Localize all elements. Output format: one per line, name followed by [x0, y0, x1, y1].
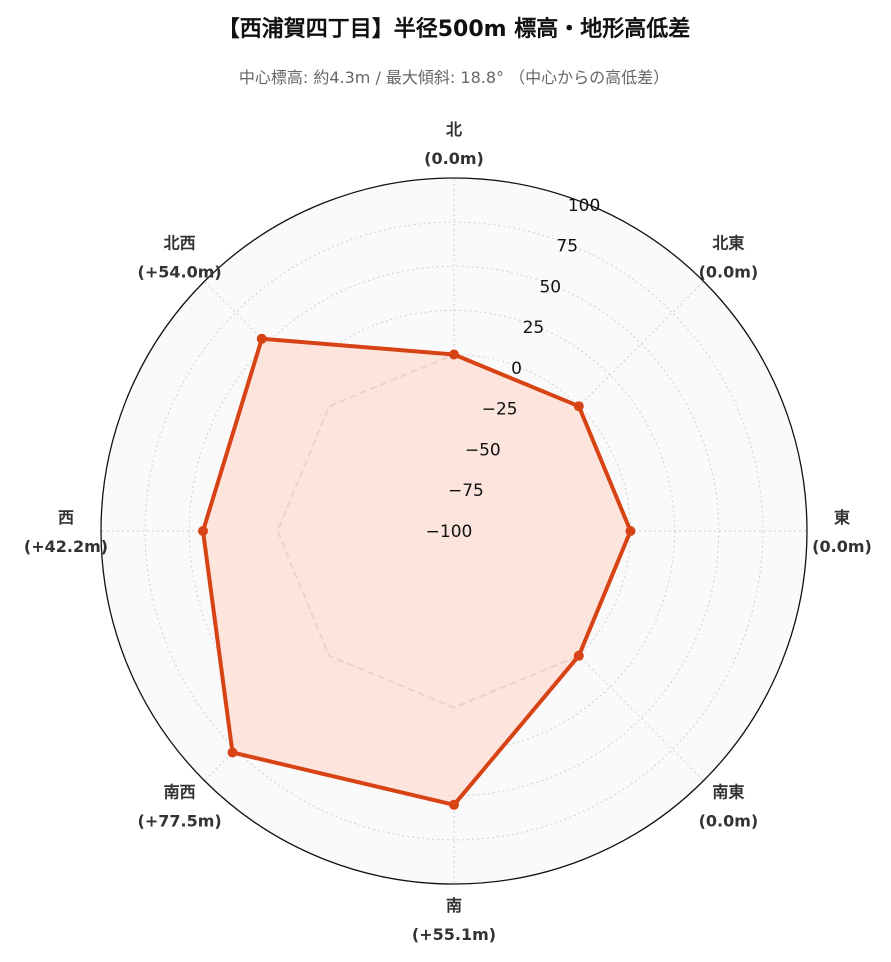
- data-point-4: [449, 799, 459, 810]
- direction-label-6: 西 (+42.2m): [24, 508, 108, 556]
- direction-value: (+77.5m): [138, 811, 222, 830]
- chart-subtitle: 中心標高: 約4.3m / 最大傾斜: 18.8° （中心からの高低差）: [239, 68, 669, 87]
- radial-tick-label-2: −50: [465, 441, 501, 461]
- radial-tick-label-7: 75: [556, 237, 578, 257]
- radial-tick-label-1: −75: [448, 481, 484, 501]
- direction-value: (0.0m): [699, 811, 759, 830]
- direction-name: 東: [834, 508, 850, 527]
- polar-outer-border: [100, 177, 808, 885]
- radial-tick-label-4: 0: [511, 359, 522, 379]
- direction-value: (0.0m): [699, 263, 759, 282]
- radial-gridline-7: [144, 221, 764, 841]
- direction-label-1: 北東 (0.0m): [699, 234, 759, 282]
- direction-name: 北: [446, 120, 462, 139]
- data-point-0: [449, 349, 459, 360]
- direction-label-4: 南 (+55.1m): [412, 896, 496, 944]
- data-point-5: [227, 747, 238, 758]
- radial-tick-label-8: 100: [568, 196, 600, 216]
- direction-label-0: 北 (0.0m): [424, 120, 484, 168]
- direction-value: (+42.2m): [24, 537, 108, 556]
- direction-value: (+54.0m): [138, 263, 222, 282]
- direction-value: (0.0m): [812, 537, 872, 556]
- direction-label-7: 北西 (+54.0m): [138, 234, 222, 282]
- radial-tick-label-3: −25: [482, 400, 518, 420]
- data-point-1: [573, 401, 584, 412]
- direction-label-5: 南西 (+77.5m): [138, 782, 222, 830]
- data-point-6: [198, 526, 208, 536]
- polar-plot-area: −100 −75 −50 −25 0 25 50 75 100 北 (0.0m) 北東 (0.0m) 東 (…: [24, 120, 872, 944]
- chart-title: 【西浦賀四丁目】半径500m 標高・地形高低差: [218, 16, 691, 42]
- radial-tick-label-6: 50: [539, 277, 561, 297]
- direction-value: (+55.1m): [412, 925, 496, 944]
- direction-name: 西: [58, 508, 74, 527]
- data-point-7: [256, 333, 267, 344]
- radial-tick-label-0: −100: [426, 522, 473, 542]
- direction-name: 北西: [164, 234, 196, 253]
- direction-value: (0.0m): [424, 149, 484, 168]
- radial-tick-label-5: 25: [523, 318, 545, 338]
- direction-label-2: 東 (0.0m): [812, 508, 872, 556]
- direction-label-3: 南東 (0.0m): [699, 782, 759, 830]
- data-point-2: [625, 526, 636, 536]
- direction-name: 南西: [164, 782, 196, 801]
- direction-name: 北東: [712, 234, 744, 253]
- direction-name: 南: [446, 896, 462, 915]
- series-area-fill: [203, 338, 631, 805]
- data-point-3: [573, 650, 584, 661]
- direction-name: 南東: [712, 782, 744, 801]
